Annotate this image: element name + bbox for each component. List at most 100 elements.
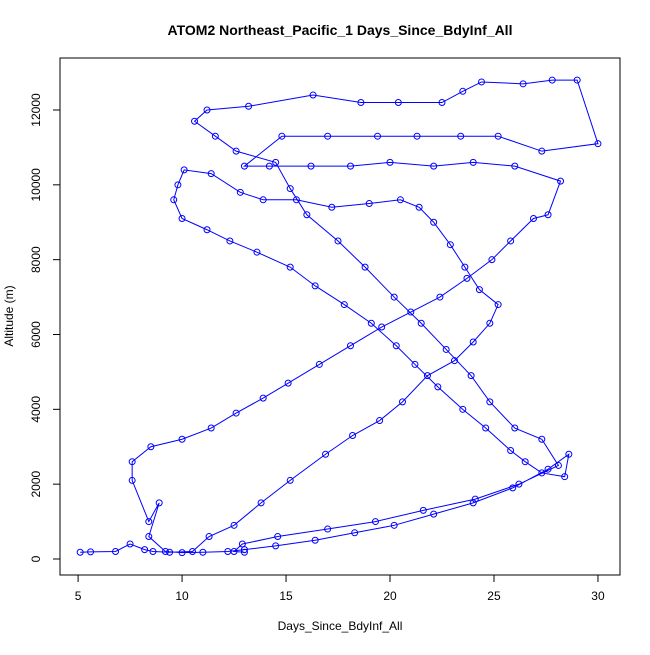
point: [292, 196, 300, 204]
point: [87, 548, 95, 556]
point: [521, 458, 529, 466]
point: [272, 158, 280, 166]
point: [507, 237, 515, 245]
point: [76, 548, 84, 556]
point: [544, 211, 552, 219]
point: [112, 548, 120, 556]
y-tick-label: 8000: [29, 246, 43, 273]
point: [396, 196, 404, 204]
x-tick-label: 30: [591, 589, 605, 603]
point: [257, 499, 265, 507]
point: [286, 263, 294, 271]
point: [259, 394, 267, 402]
point: [478, 78, 486, 86]
point: [392, 342, 400, 350]
point: [507, 446, 515, 454]
point: [349, 432, 357, 440]
point: [565, 450, 573, 458]
point: [226, 237, 234, 245]
point: [361, 263, 369, 271]
point: [390, 521, 398, 529]
point: [371, 518, 379, 526]
y-tick-label: 10000: [29, 168, 43, 202]
x-tick-label: 25: [487, 589, 501, 603]
point: [324, 132, 332, 140]
point: [357, 99, 365, 107]
point: [126, 540, 134, 548]
point: [519, 80, 527, 88]
point: [145, 533, 153, 541]
point: [351, 529, 359, 537]
point: [469, 338, 477, 346]
point: [450, 357, 458, 365]
point: [365, 200, 373, 208]
point: [191, 117, 199, 125]
point: [166, 548, 174, 556]
point: [494, 132, 502, 140]
point: [230, 548, 238, 556]
point: [265, 162, 273, 170]
y-tick-label: 2000: [29, 470, 43, 497]
point: [419, 506, 427, 514]
point: [315, 360, 323, 368]
point: [286, 476, 294, 484]
point: [347, 342, 355, 350]
point: [442, 345, 450, 353]
y-axis-label: Altitude (m): [2, 285, 16, 346]
point: [509, 484, 517, 492]
y-tick-label: 4000: [29, 396, 43, 423]
point: [324, 525, 332, 533]
point: [561, 473, 569, 481]
point: [411, 360, 419, 368]
y-tick-label: 12000: [29, 93, 43, 127]
point: [272, 542, 280, 550]
point: [155, 499, 163, 507]
point: [457, 132, 465, 140]
point: [538, 147, 546, 155]
point: [486, 398, 494, 406]
chart-title: ATOM2 Northeast_Pacific_1 Days_Since_Bdy…: [168, 22, 513, 38]
point: [573, 76, 581, 84]
point: [554, 461, 562, 469]
point: [557, 177, 565, 185]
point: [174, 181, 182, 189]
point: [253, 248, 261, 256]
y-tick-label: 0: [29, 555, 43, 562]
x-tick-label: 10: [175, 589, 189, 603]
x-tick-label: 15: [279, 589, 293, 603]
point: [538, 435, 546, 443]
point: [459, 405, 467, 413]
plot-box: [59, 57, 621, 576]
point: [459, 87, 467, 95]
point: [303, 211, 311, 219]
point: [328, 203, 336, 211]
point: [413, 132, 421, 140]
series-line: [80, 79, 599, 554]
point: [245, 102, 253, 110]
point: [467, 372, 475, 380]
point: [232, 409, 240, 417]
point: [278, 132, 286, 140]
x-axis-label: Days_Since_BdyInf_All: [278, 619, 403, 633]
point: [240, 162, 248, 170]
point: [232, 147, 240, 155]
point: [446, 241, 454, 249]
point: [469, 158, 477, 166]
point: [430, 162, 438, 170]
point: [469, 499, 477, 507]
point: [284, 379, 292, 387]
point: [309, 91, 317, 99]
point: [471, 495, 479, 503]
point: [390, 293, 398, 301]
point: [188, 548, 196, 556]
point: [378, 323, 386, 331]
point: [274, 533, 282, 541]
point: [486, 319, 494, 327]
point: [347, 162, 355, 170]
point: [529, 215, 537, 223]
point: [394, 99, 402, 107]
point: [205, 533, 213, 541]
